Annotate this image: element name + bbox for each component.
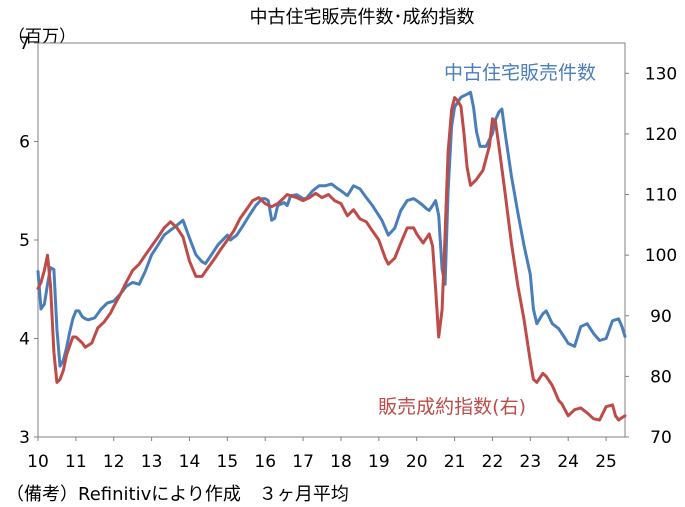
y-left-unit: （百万） <box>8 27 76 47</box>
x-tick-label: 15 <box>217 452 239 472</box>
x-tick-label: 12 <box>103 452 125 472</box>
y-right-tick-label: 100 <box>645 246 677 266</box>
y-left-tick-label: 6 <box>19 133 30 153</box>
x-tick-label: 19 <box>368 452 390 472</box>
legend-label-index: 販売成約指数(右) <box>378 396 526 418</box>
y-right-tick-label: 120 <box>645 125 677 145</box>
y-right-tick-label: 90 <box>650 307 672 327</box>
chart-title: 中古住宅販売件数･成約指数 <box>250 7 475 28</box>
x-tick-label: 22 <box>482 452 504 472</box>
x-tick-label: 14 <box>179 452 201 472</box>
y-left-tick-label: 4 <box>19 330 30 350</box>
y-right-tick-label: 130 <box>645 64 677 84</box>
x-tick-label: 24 <box>557 452 579 472</box>
x-tick-label: 18 <box>330 452 352 472</box>
x-tick-label: 20 <box>406 452 428 472</box>
x-tick-label: 23 <box>520 452 542 472</box>
x-tick-label: 16 <box>254 452 276 472</box>
x-tick-label: 11 <box>65 452 87 472</box>
y-right-tick-label: 70 <box>650 428 672 448</box>
x-tick-label: 17 <box>292 452 314 472</box>
x-tick-label: 25 <box>595 452 617 472</box>
series-line-sales <box>36 90 627 368</box>
y-right-tick-label: 80 <box>650 367 672 387</box>
y-right-tick-label: 110 <box>645 186 677 206</box>
series-line-index <box>36 96 627 422</box>
legend-label-sales: 中古住宅販売件数 <box>444 62 596 84</box>
source-note: （備考）Refinitivにより作成 ３ヶ月平均 <box>6 484 349 505</box>
x-tick-label: 13 <box>141 452 163 472</box>
plot-area <box>37 42 626 438</box>
y-left-tick-label: 7 <box>19 34 30 54</box>
x-tick-label: 10 <box>27 452 49 472</box>
x-tick-label: 21 <box>444 452 466 472</box>
y-left-tick-label: 5 <box>19 231 30 251</box>
y-left-tick-label: 3 <box>19 428 30 448</box>
